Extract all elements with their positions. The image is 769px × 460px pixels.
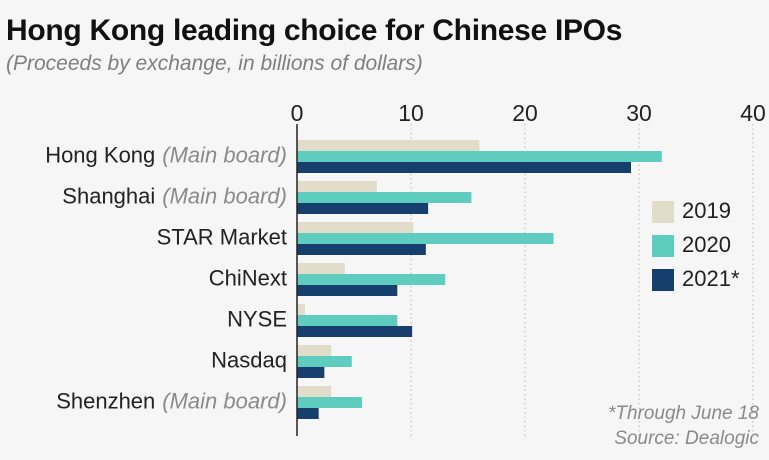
- legend-swatch: [652, 269, 674, 291]
- bar-2019-0: [297, 140, 480, 151]
- bar-2020-0: [297, 151, 662, 162]
- x-tick-label: 30: [626, 100, 652, 126]
- bar-2021-1: [297, 203, 429, 214]
- x-tick-labels: 0 10 20 30 40: [291, 100, 766, 126]
- x-tick-label: 0: [291, 100, 304, 126]
- category-label: Nasdaq: [211, 347, 287, 372]
- bar-2021-4: [297, 326, 413, 337]
- category-labels: Hong Kong (Main board) Shanghai (Main board…: [45, 142, 287, 413]
- bars: [297, 140, 662, 419]
- category-label: Hong Kong (Main board): [45, 142, 287, 167]
- bar-2019-5: [297, 345, 332, 356]
- footnote: *Through June 18: [607, 403, 759, 424]
- chart-subtitle: (Proceeds by exchange, in billions of do…: [6, 52, 423, 75]
- legend-label: 2019: [682, 198, 731, 223]
- bar-2021-3: [297, 285, 398, 296]
- legend-label: 2020: [682, 232, 731, 257]
- chart-title: Hong Kong leading choice for Chinese IPO…: [6, 14, 623, 47]
- bar-2020-1: [297, 192, 472, 203]
- bar-2019-4: [297, 304, 305, 315]
- bar-2020-4: [297, 315, 398, 326]
- category-label: ChiNext: [209, 265, 287, 290]
- bar-2021-0: [297, 162, 632, 173]
- legend-label: 2021*: [682, 266, 740, 291]
- bar-2019-6: [297, 386, 332, 397]
- bar-2021-2: [297, 244, 426, 255]
- source-note: Source: Dealogic: [614, 428, 759, 449]
- category-label: STAR Market: [157, 224, 287, 249]
- x-tick-label: 40: [740, 100, 766, 126]
- x-tick-label: 20: [512, 100, 538, 126]
- bar-2019-1: [297, 181, 377, 192]
- category-label: Shenzhen (Main board): [56, 388, 287, 413]
- bar-2020-5: [297, 356, 352, 367]
- legend-swatch: [652, 201, 674, 223]
- bar-2020-6: [297, 397, 362, 408]
- bar-2019-2: [297, 222, 414, 233]
- category-label: Shanghai (Main board): [62, 183, 287, 208]
- bar-2019-3: [297, 263, 345, 274]
- bar-2021-6: [297, 408, 319, 419]
- bar-2021-5: [297, 367, 325, 378]
- category-label: NYSE: [227, 306, 287, 331]
- bar-2020-2: [297, 233, 554, 244]
- legend: 2019 2020 2021*: [652, 198, 740, 291]
- x-tick-label: 10: [398, 100, 424, 126]
- bar-2020-3: [297, 274, 446, 285]
- legend-swatch: [652, 235, 674, 257]
